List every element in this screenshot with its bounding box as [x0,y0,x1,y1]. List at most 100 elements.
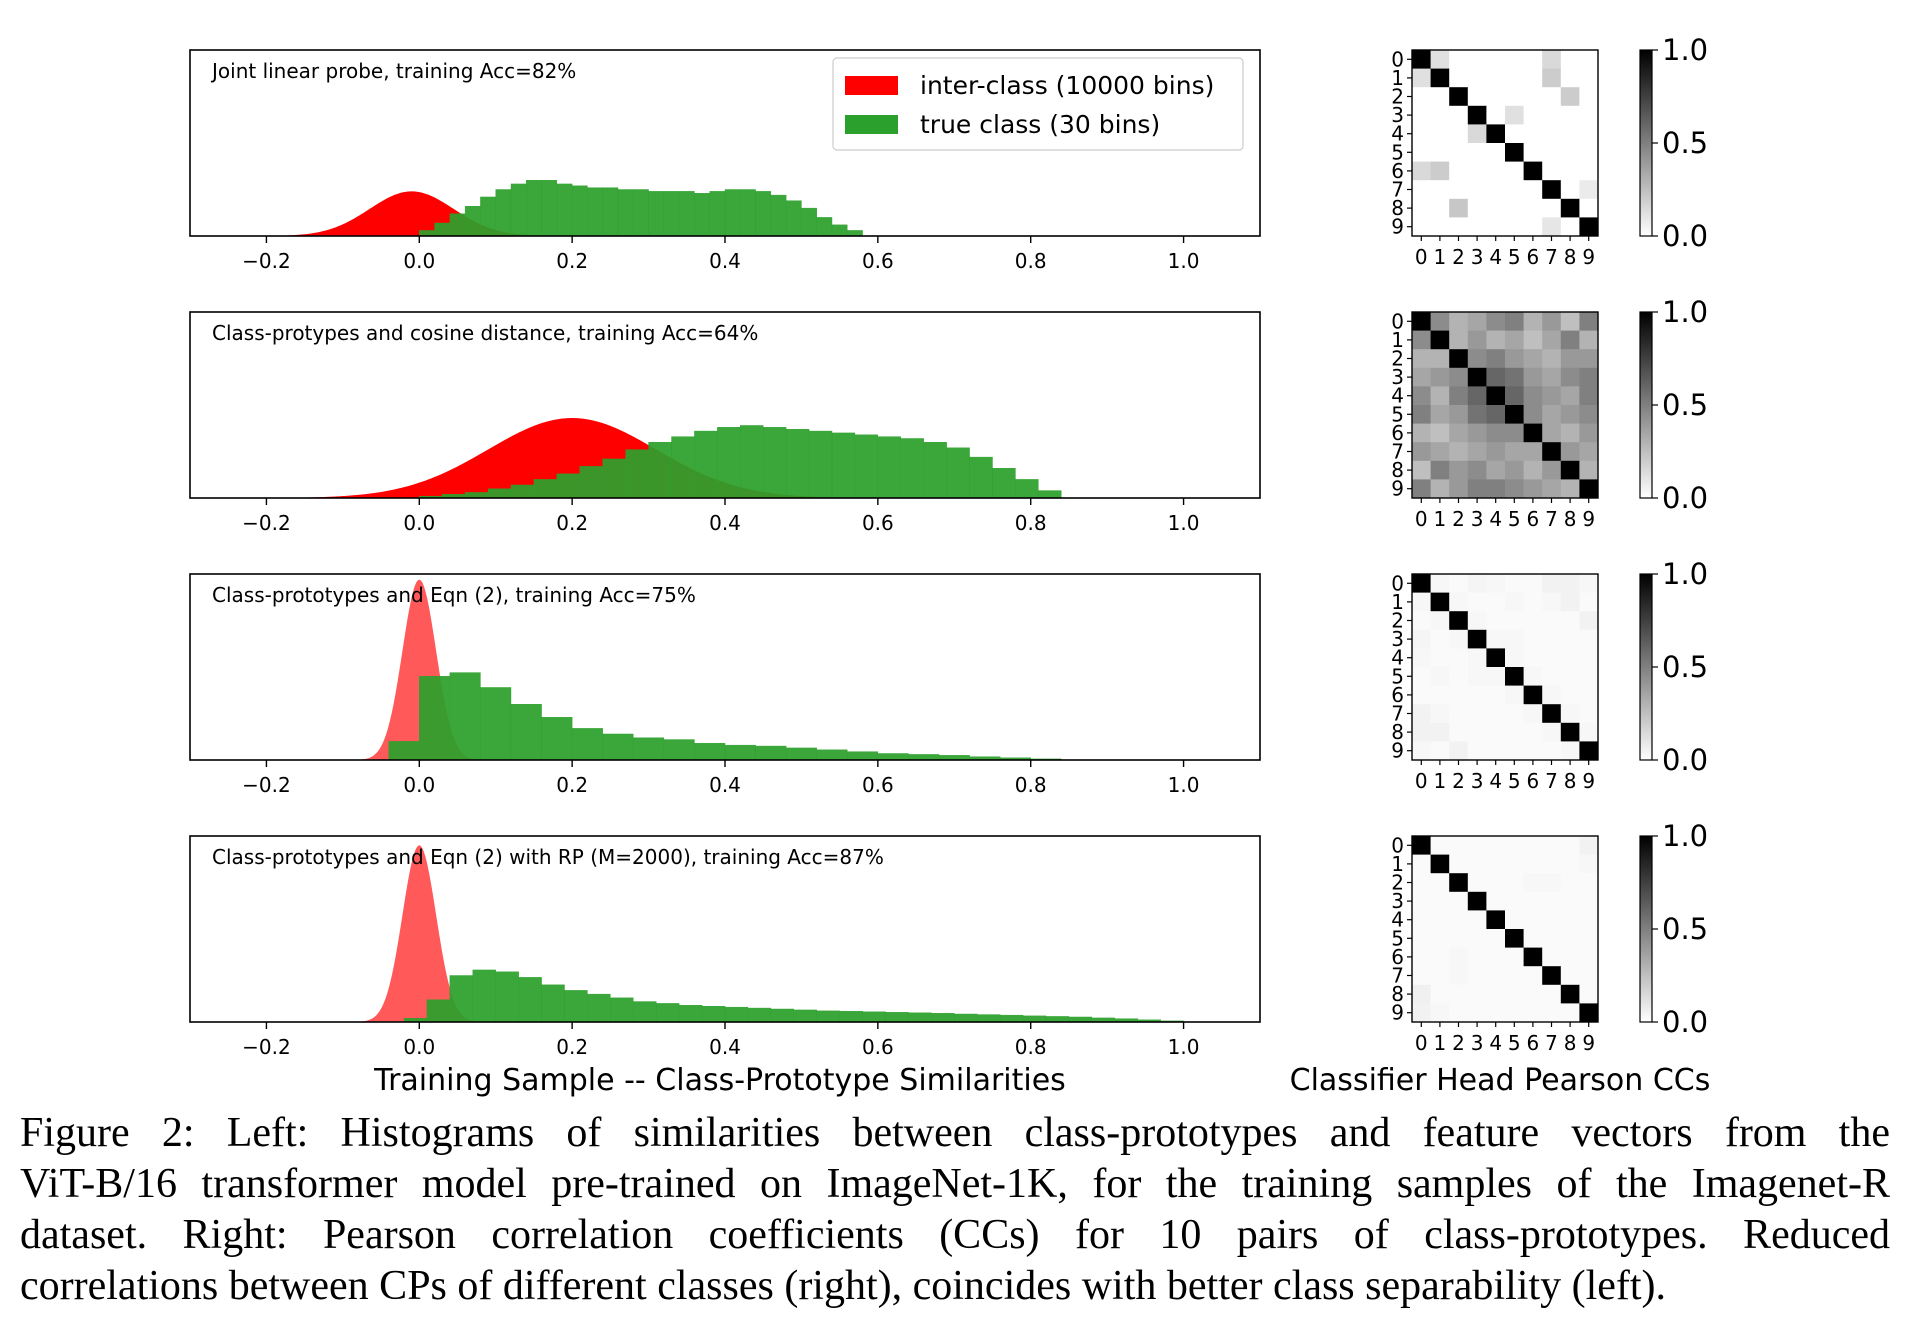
heatmap-cell [1579,330,1599,350]
y-tick-label: 4 [1391,646,1404,670]
heatmap-cell [1579,386,1599,406]
heatmap-cell [1505,479,1524,499]
heatmap-cell [1467,929,1487,948]
heatmap-cell [1430,611,1450,631]
caption-line: ViT-B/16 transformer model pre-trained o… [20,1161,1890,1207]
heatmap-cell [1523,105,1543,125]
true-class-bar [717,427,741,499]
x-tick-label: 7 [1545,245,1558,269]
x-tick-label: −0.2 [242,1035,291,1059]
true-class-bar [526,179,542,237]
true-class-bar [617,189,634,237]
heatmap-cell [1467,704,1487,724]
heatmap-cell [1412,367,1431,387]
colorbar-tick-label: 0.0 [1662,481,1708,515]
true-class-bar [977,1014,1001,1023]
heatmap-cell [1486,854,1506,874]
heatmap-cell [1486,479,1506,499]
heatmap-cell [1579,217,1599,237]
true-class-bar [755,745,787,761]
true-class-bar [885,1012,909,1023]
heatmap-cell [1486,386,1506,406]
heatmap-cell [1412,667,1431,686]
heatmap-cell [1430,592,1450,612]
heatmap-cell [1486,704,1506,724]
x-tick-label: 0.6 [862,1035,894,1059]
heatmap-cell [1505,910,1524,930]
heatmap-cell [1560,143,1580,162]
heatmap-cell [1412,574,1431,593]
x-tick-label: 0 [1415,245,1428,269]
heatmap-cell [1560,929,1580,948]
heatmap-cell [1579,405,1599,424]
heatmap-cell [1560,87,1580,107]
true-class-bar [678,1005,703,1023]
heatmap-cell [1486,741,1506,761]
heatmap-cell [1523,685,1543,705]
heatmap-cell [1560,405,1580,424]
heatmap-cell [1523,423,1543,443]
heatmap-cell [1412,349,1431,369]
heatmap-cell [1505,929,1524,948]
heatmap-cell [1467,423,1487,443]
heatmap-cell [1449,423,1469,443]
heatmap-cell [1412,217,1431,237]
x-tick-label: 2 [1452,507,1465,531]
heatmap-cell [1467,105,1487,125]
heatmap-cell [1542,929,1562,948]
true-class-bar [785,428,810,499]
y-tick-label: 2 [1391,609,1404,633]
heatmap-cell [1449,574,1469,593]
true-class-bar [785,747,817,761]
heatmap-cell [1560,984,1580,1004]
heatmap-cell [1523,648,1543,668]
true-class-bar [556,473,580,499]
heatmap-cell [1505,873,1524,893]
heatmap-cell [1542,423,1562,443]
true-class-bar [755,191,772,237]
heatmap-cell [1467,891,1487,911]
y-tick-label: 9 [1391,1001,1404,1025]
heatmap-cell [1449,386,1469,406]
x-tick-label: −0.2 [242,511,291,535]
heatmap-cell [1449,873,1469,893]
true-class-bar [801,207,817,237]
figure-caption: Figure 2: Left: Histograms of similariti… [20,1108,1890,1312]
heatmap-cell [1560,367,1580,387]
heatmap-cell [1412,180,1431,200]
y-tick-label: 2 [1391,347,1404,371]
heatmap-cell [1449,442,1469,462]
heatmap-cell [1579,648,1599,668]
heatmap-cell [1579,741,1599,761]
true-class-bar [709,191,726,237]
heatmap-cell [1467,1003,1487,1023]
true-class-bar [954,1013,978,1023]
heatmap-cell [1412,50,1431,69]
heatmap-cell [1523,198,1543,218]
heatmap-cell [1542,592,1562,612]
heatmap-cell [1412,966,1431,986]
heatmap-cell [1523,217,1543,237]
colorbar-tick-label: 1.0 [1662,819,1708,853]
colorbar [1639,835,1653,1023]
x-tick-label: 0.4 [709,249,741,273]
heatmap-cell [1467,349,1487,369]
colorbar-tick-label: 0.5 [1662,126,1708,160]
heatmap-cell [1430,423,1450,443]
heatmap-cell [1523,722,1543,742]
heatmap-cell [1430,87,1450,107]
x-tick-label: 0.0 [403,249,435,273]
heatmap-cell [1523,349,1543,369]
heatmap-cell [1486,685,1506,705]
heatmap-cell [1449,891,1469,911]
x-tick-label: 9 [1582,769,1595,793]
true-class-bar [388,741,420,761]
true-class-bar [587,187,603,237]
heatmap-cell [1560,873,1580,893]
true-class-bar [1045,1016,1070,1023]
true-class-bar [877,436,901,499]
left-x-axis-label: Training Sample -- Class-Prototype Simil… [373,1063,1066,1098]
true-class-bar [571,185,588,237]
heatmap-cell [1523,50,1543,69]
